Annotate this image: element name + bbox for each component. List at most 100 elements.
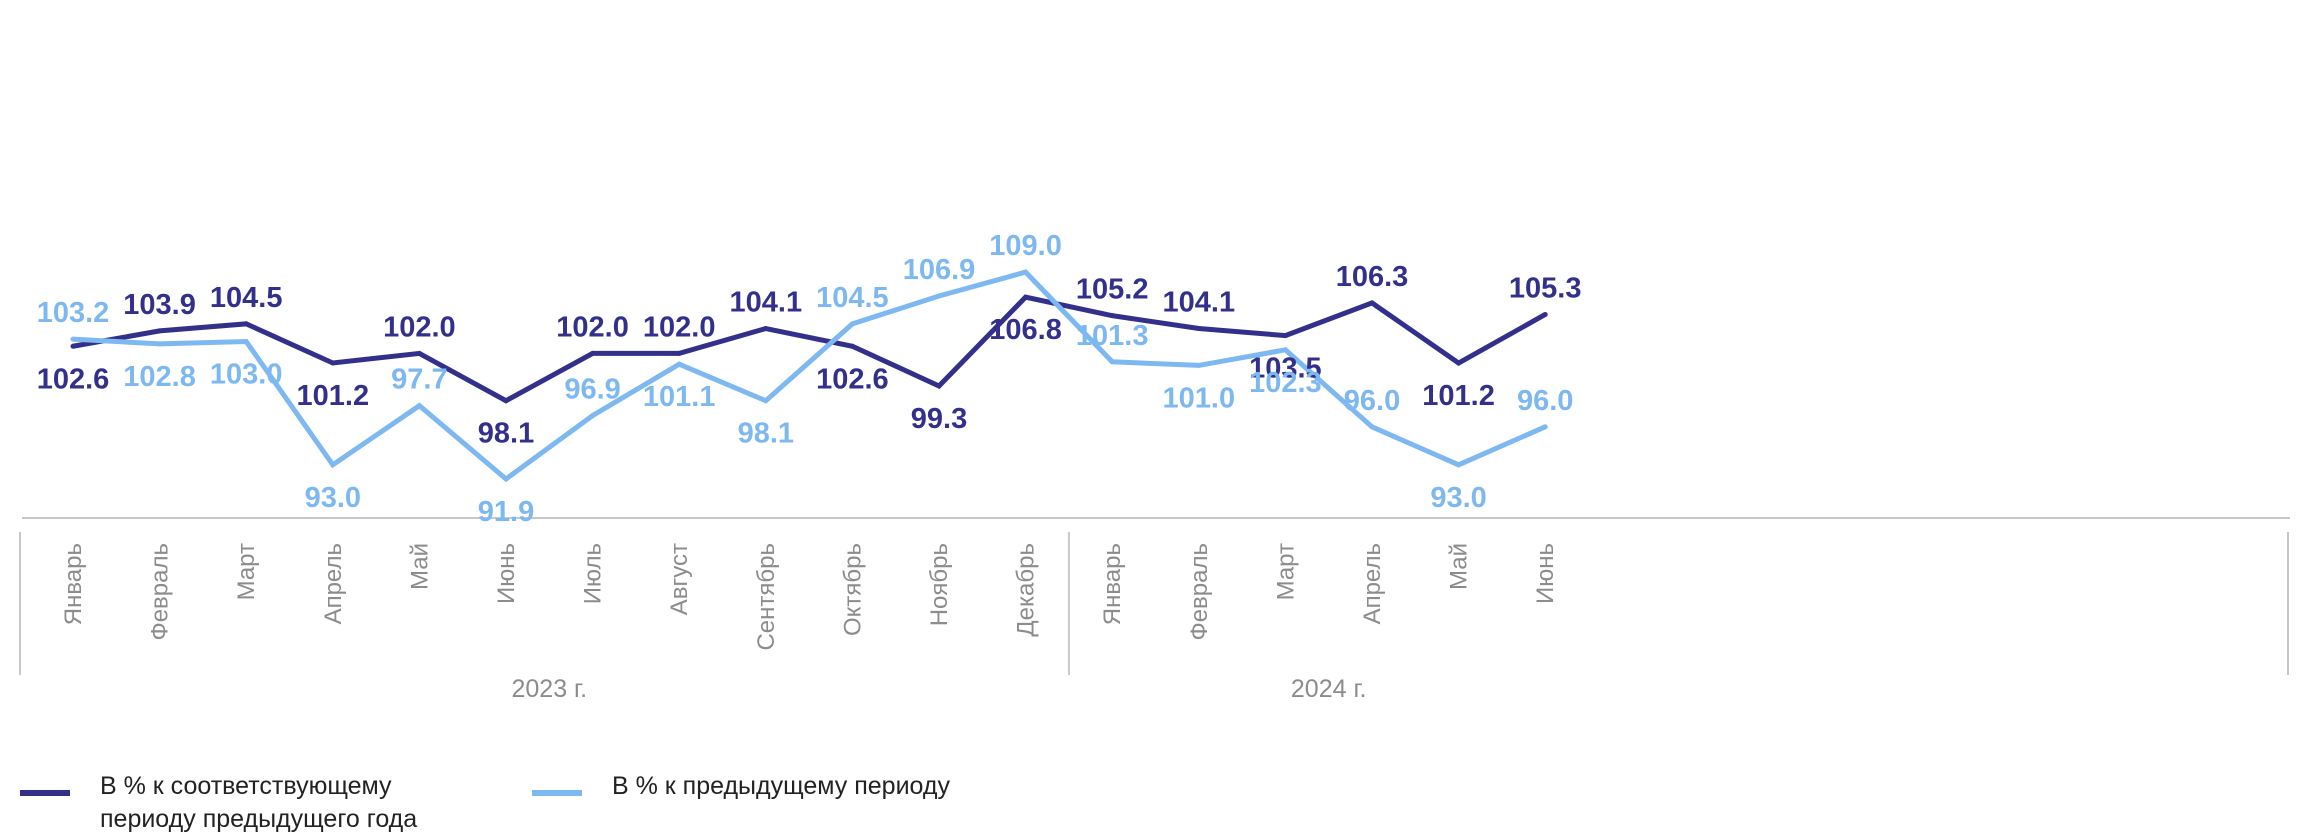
data-label: 102.0: [556, 311, 629, 343]
data-label: 91.9: [478, 496, 534, 528]
data-label: 102.0: [383, 311, 456, 343]
labels-layer: 102.6 103.9 104.5 101.2 102.0 98.1 102.0 102.0 1…: [37, 230, 1582, 528]
data-label: 93.0: [1430, 482, 1486, 514]
data-label: 102.0: [643, 311, 716, 343]
x-tick-label: Июнь: [493, 543, 520, 604]
data-point: [849, 343, 855, 349]
data-label: 102.8: [123, 361, 196, 393]
data-point: [936, 293, 942, 299]
data-label: 101.3: [1076, 320, 1149, 352]
axis-layer: Январь Февраль Март Апрель Май Июнь Июль Август…: [19, 517, 2290, 703]
data-label: 97.7: [391, 364, 447, 396]
data-label: 101.2: [1422, 380, 1495, 412]
data-point: [1456, 360, 1462, 366]
lines-layer: [70, 269, 1548, 483]
data-label: 99.3: [911, 403, 967, 435]
data-label: 104.5: [816, 282, 889, 314]
data-label: 101.0: [1163, 382, 1236, 414]
data-point: [763, 326, 769, 332]
data-label: 105.2: [1076, 274, 1149, 306]
data-point: [1023, 269, 1029, 275]
x-tick-label: Август: [666, 543, 693, 615]
data-point: [70, 336, 76, 342]
x-tick-label: Ноябрь: [926, 543, 953, 626]
data-point: [1456, 462, 1462, 468]
data-point: [243, 321, 249, 327]
legend-item-mom: В % к предыдущему периоду: [532, 770, 950, 803]
data-point: [330, 360, 336, 366]
data-point: [70, 343, 76, 349]
data-point: [503, 398, 509, 404]
data-point: [1542, 424, 1548, 430]
x-tick-label: Февраль: [147, 543, 174, 641]
data-label: 106.3: [1336, 261, 1409, 293]
data-point: [1282, 347, 1288, 353]
data-point: [590, 350, 596, 356]
data-point: [676, 361, 682, 367]
data-label: 102.3: [1249, 367, 1322, 399]
legend-label-yoy: В % к соответствующему периоду предыдуще…: [100, 772, 418, 833]
x-tick-label: Март: [233, 543, 260, 600]
data-label: 106.9: [903, 254, 976, 286]
x-tick-label: Декабрь: [1013, 543, 1040, 637]
data-point: [1369, 300, 1375, 306]
data-point: [1196, 326, 1202, 332]
data-point: [763, 398, 769, 404]
x-tick-label: Апрель: [320, 543, 347, 624]
data-label: 102.6: [37, 363, 110, 395]
data-point: [590, 413, 596, 419]
data-point: [1369, 424, 1375, 430]
x-tick-label: Февраль: [1186, 543, 1213, 641]
data-point: [157, 328, 163, 334]
data-point: [330, 462, 336, 468]
legend-label-mom: В % к предыдущему периоду: [612, 772, 950, 800]
data-label: 93.0: [305, 482, 361, 514]
data-point: [1109, 313, 1115, 319]
legend-swatch-yoy: [20, 790, 70, 796]
x-tick-label: Июль: [580, 543, 607, 604]
data-point: [936, 383, 942, 389]
data-label: 109.0: [989, 230, 1062, 262]
data-label: 105.3: [1509, 272, 1582, 304]
data-label: 96.9: [564, 374, 620, 406]
data-point: [503, 476, 509, 482]
x-tick-label: Январь: [1099, 543, 1126, 625]
data-label: 103.9: [123, 289, 196, 321]
data-label: 102.6: [816, 363, 889, 395]
year-group-label: 2023 г.: [512, 675, 588, 703]
data-point: [157, 341, 163, 347]
x-tick-label: Март: [1272, 543, 1299, 600]
series-line-0: [72, 294, 1547, 404]
data-label: 106.8: [989, 314, 1062, 346]
x-tick-label: Май: [406, 543, 433, 590]
year-group-label: 2024 г.: [1291, 675, 1367, 703]
data-label: 103.5: [1249, 353, 1322, 385]
data-label: 103.2: [37, 297, 110, 329]
data-label: 103.0: [210, 359, 283, 391]
data-point: [416, 350, 422, 356]
data-point: [243, 339, 249, 345]
data-point: [1023, 294, 1029, 300]
data-label: 104.1: [1163, 287, 1236, 319]
line-chart: Январь Февраль Март Апрель Май Июнь Июль Август…: [19, 230, 2290, 703]
x-tick-label: Сентябрь: [753, 543, 780, 651]
legend-swatch-mom: [532, 790, 582, 796]
data-label: 104.1: [730, 287, 803, 319]
legend-item-yoy: В % к соответствующему периоду предыдуще…: [20, 770, 480, 836]
data-label: 96.0: [1344, 385, 1400, 417]
data-point: [416, 403, 422, 409]
data-label: 96.0: [1517, 385, 1573, 417]
x-tick-label: Апрель: [1359, 543, 1386, 624]
data-label: 101.2: [297, 380, 370, 412]
x-tick-label: Июнь: [1532, 543, 1559, 604]
data-label: 98.1: [478, 418, 534, 450]
data-point: [1109, 359, 1115, 365]
data-label: 98.1: [738, 418, 794, 450]
data-label: 104.5: [210, 282, 283, 314]
x-tick-label: Май: [1446, 543, 1473, 590]
data-point: [676, 350, 682, 356]
data-point: [1196, 362, 1202, 368]
x-tick-label: Октябрь: [839, 543, 866, 636]
data-label: 101.1: [643, 381, 716, 413]
data-point: [1542, 311, 1548, 317]
